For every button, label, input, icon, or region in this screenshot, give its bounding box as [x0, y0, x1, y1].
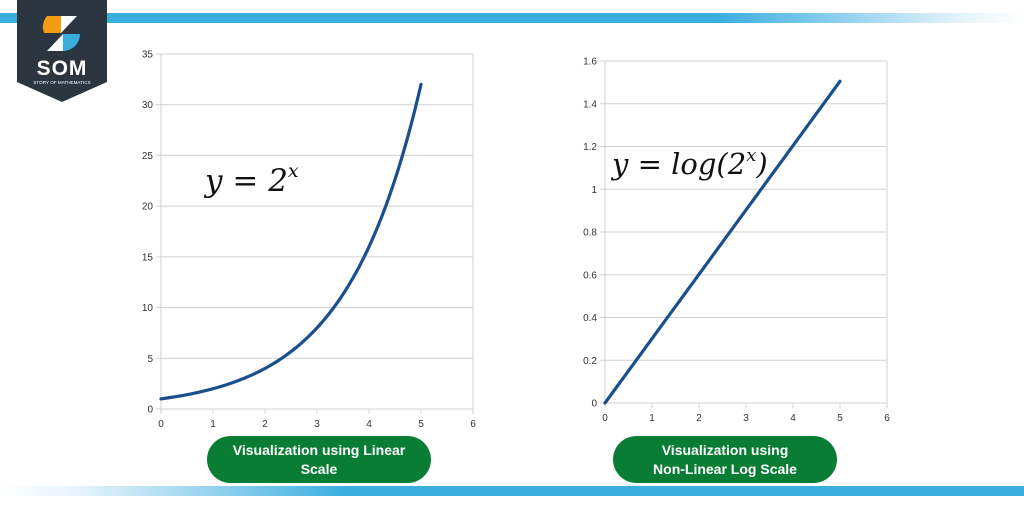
y-tick-label: 0 — [147, 405, 153, 416]
x-tick-label: 6 — [884, 413, 890, 424]
right-formula-base: y = log(2 — [612, 147, 747, 181]
x-tick-label: 0 — [158, 419, 164, 430]
bottom-decorative-stripe — [0, 486, 1024, 496]
logo-mark-icon — [42, 16, 80, 51]
y-tick-label: 1.6 — [583, 57, 597, 68]
y-tick-label: 1.4 — [583, 99, 597, 110]
y-tick-label: 25 — [142, 151, 154, 162]
y-tick-label: 1.2 — [583, 142, 597, 153]
y-tick-label: 5 — [147, 354, 153, 365]
x-tick-label: 1 — [210, 419, 216, 430]
y-tick-label: 0.2 — [583, 356, 597, 367]
y-tick-label: 0.6 — [583, 270, 597, 281]
y-tick-label: 10 — [142, 303, 154, 314]
linear-caption-line2: Scale — [300, 460, 338, 477]
right-formula-close: ) — [756, 147, 768, 181]
logo-text: SOM — [37, 57, 88, 80]
x-tick-label: 2 — [696, 413, 702, 424]
x-tick-label: 4 — [366, 419, 372, 430]
series-line — [159, 82, 423, 401]
y-tick-label: 20 — [142, 202, 154, 213]
x-tick-label: 5 — [418, 419, 424, 430]
right-formula: y = log(2x) — [612, 145, 768, 181]
y-tick-label: 1 — [591, 185, 597, 196]
plot-area: 0 0.2 0.4 0.6 0.8 1 1.2 1.4 1.6 0 1 2 3 4 5 6 — [583, 57, 890, 425]
y-tick-label: 0 — [591, 399, 597, 410]
x-tick-label: 4 — [790, 413, 796, 424]
series-line — [603, 79, 842, 405]
left-formula: y = 2x — [205, 160, 299, 199]
top-decorative-stripe — [0, 13, 1024, 23]
linear-caption-line1: Visualization using Linear — [232, 441, 406, 458]
y-tick-label: 15 — [142, 252, 154, 263]
left-formula-base: y = 2 — [205, 163, 288, 199]
y-tick-label: 0.4 — [583, 313, 597, 324]
x-tick-label: 5 — [837, 413, 843, 424]
log-caption-line2: Non-Linear Log Scale — [653, 460, 797, 477]
left-formula-exponent: x — [287, 160, 299, 182]
linear-scale-caption: Visualization using Linear Scale — [207, 436, 431, 483]
y-tick-label: 30 — [142, 100, 154, 111]
x-tick-label: 1 — [649, 413, 655, 424]
log-scale-caption: Visualization using Non-Linear Log Scale — [613, 436, 837, 483]
right-formula-exponent: x — [746, 145, 757, 166]
x-tick-label: 3 — [314, 419, 320, 430]
x-tick-label: 2 — [262, 419, 268, 430]
x-tick-label: 0 — [602, 413, 608, 424]
x-tick-label: 3 — [743, 413, 749, 424]
log-caption-line1: Visualization using — [661, 441, 789, 458]
logo-subtext: STORY OF MATHEMATICS — [33, 80, 90, 85]
som-logo: SOM STORY OF MATHEMATICS — [17, 0, 107, 102]
plot-area: 0 5 10 15 20 25 30 35 0 1 2 3 4 5 6 — [142, 50, 476, 431]
y-tick-label: 0.8 — [583, 228, 597, 239]
y-tick-label: 35 — [142, 50, 154, 61]
x-tick-label: 6 — [470, 419, 476, 430]
